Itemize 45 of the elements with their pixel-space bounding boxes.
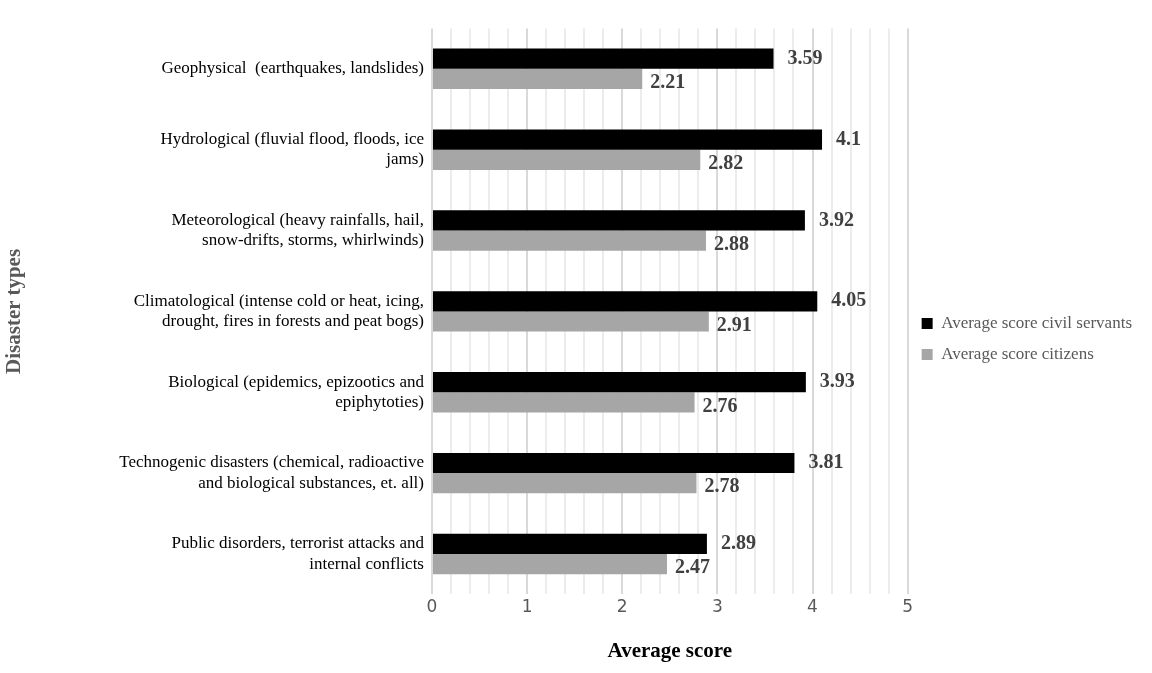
bar [433, 129, 823, 150]
bar [433, 553, 667, 575]
bar [433, 68, 643, 90]
x-tick-label: 2 [616, 596, 628, 617]
bar [433, 533, 707, 554]
x-tick-label: 4 [807, 596, 818, 617]
x-tick-label: 1 [521, 596, 533, 617]
data-label: 2.47 [674, 555, 710, 578]
bar [433, 210, 805, 231]
data-label: 2.89 [720, 531, 756, 554]
data-label: 2.88 [713, 231, 749, 254]
bar [433, 230, 706, 251]
legend-label: Average score civil servants [941, 312, 1133, 332]
bar [433, 392, 695, 413]
y-tick-label: Geophysical (earthquakes, landslides) [161, 58, 424, 78]
bar [433, 452, 795, 474]
bar [433, 372, 806, 393]
data-label: 4.05 [831, 288, 867, 311]
legend-label: Average score citizens [941, 343, 1094, 363]
bar [433, 311, 709, 332]
data-label: 4.1 [836, 126, 862, 149]
data-label: 2.82 [708, 150, 744, 173]
data-label: 2.21 [650, 70, 686, 93]
bar [433, 149, 701, 170]
x-tick-label: 0 [426, 596, 438, 617]
data-label: 2.78 [704, 474, 740, 497]
y-axis-title: Disaster types [1, 248, 26, 374]
data-label: 3.92 [818, 207, 854, 230]
y-tick-label: Meteorological (heavy rainfalls, hail, snow-drifts, storms, whirlwinds) [171, 209, 424, 250]
bar [433, 48, 774, 69]
data-label: 3.93 [819, 369, 855, 392]
data-label: 3.81 [808, 450, 844, 473]
x-axis-title: Average score [607, 637, 733, 662]
y-tick-label: Climatological (intense cold or heat, icing, drought, fires in forests and peat bogs) [133, 290, 424, 331]
data-label: 2.91 [716, 312, 752, 335]
bar [433, 473, 697, 494]
data-label: 3.59 [787, 45, 823, 68]
bar [433, 291, 818, 312]
y-tick-label: Public disorders, terrorist attacks and internal conflicts [171, 533, 425, 573]
y-tick-label: Hydrological (fluvial flood, floods, ice jams) [160, 128, 424, 169]
x-tick-label: 5 [902, 596, 914, 617]
y-tick-label: Biological (epidemics, epizootics and epiphytoties) [168, 371, 425, 411]
x-tick-label: 3 [711, 596, 723, 617]
data-label: 2.76 [702, 393, 738, 416]
y-tick-label: Technogenic disasters (chemical, radioactive and biological substances, et. all) [119, 452, 424, 492]
